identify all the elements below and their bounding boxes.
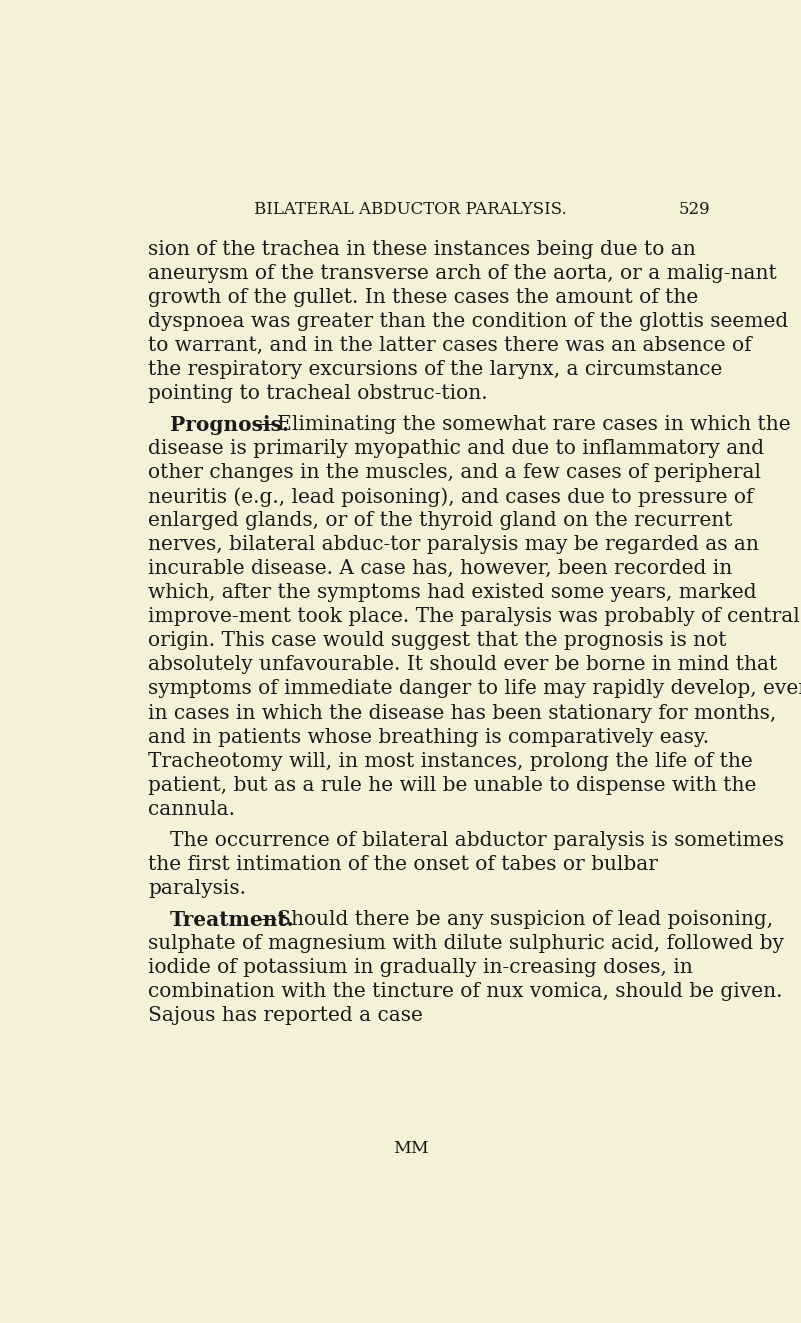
Text: patient, but as a rule he will be unable to dispense with the: patient, but as a rule he will be unable… xyxy=(148,775,757,795)
Text: sion of the trachea in these instances being due to an: sion of the trachea in these instances b… xyxy=(148,239,696,258)
Text: enlarged glands, or of the thyroid gland on the recurrent: enlarged glands, or of the thyroid gland… xyxy=(148,511,733,531)
Text: which, after the symptoms had existed some years, marked: which, after the symptoms had existed so… xyxy=(148,583,757,602)
Text: —Should there be any suspicion of lead poisoning,: —Should there be any suspicion of lead p… xyxy=(257,910,774,929)
Text: combination with the tincture of nux vomica, should be given.: combination with the tincture of nux vom… xyxy=(148,982,783,1002)
Text: the respiratory excursions of the larynx, a circumstance: the respiratory excursions of the larynx… xyxy=(148,360,723,378)
Text: and in patients whose breathing is comparatively easy.: and in patients whose breathing is compa… xyxy=(148,728,710,746)
Text: cannula.: cannula. xyxy=(148,799,235,819)
Text: the first intimation of the onset of tabes or bulbar: the first intimation of the onset of tab… xyxy=(148,855,658,875)
Text: in cases in which the disease has been stationary for months,: in cases in which the disease has been s… xyxy=(148,704,776,722)
Text: Treatment.: Treatment. xyxy=(170,910,295,930)
Text: symptoms of immediate danger to life may rapidly develop, even: symptoms of immediate danger to life may… xyxy=(148,680,801,699)
Text: pointing to tracheal obstruc-tion.: pointing to tracheal obstruc-tion. xyxy=(148,384,488,402)
Text: incurable disease. A case has, however, been recorded in: incurable disease. A case has, however, … xyxy=(148,560,732,578)
Text: neuritis (e.g., lead poisoning), and cases due to pressure of: neuritis (e.g., lead poisoning), and cas… xyxy=(148,487,754,507)
Text: to warrant, and in the latter cases there was an absence of: to warrant, and in the latter cases ther… xyxy=(148,336,752,355)
Text: 529: 529 xyxy=(679,201,710,218)
Text: improve-ment took place. The paralysis was probably of central: improve-ment took place. The paralysis w… xyxy=(148,607,800,626)
Text: iodide of potassium in gradually in-creasing doses, in: iodide of potassium in gradually in-crea… xyxy=(148,958,693,978)
Text: Tracheotomy will, in most instances, prolong the life of the: Tracheotomy will, in most instances, pro… xyxy=(148,751,753,770)
Text: absolutely unfavourable. It should ever be borne in mind that: absolutely unfavourable. It should ever … xyxy=(148,655,778,675)
Text: nerves, bilateral abduc-tor paralysis may be regarded as an: nerves, bilateral abduc-tor paralysis ma… xyxy=(148,536,759,554)
Text: sulphate of magnesium with dilute sulphuric acid, followed by: sulphate of magnesium with dilute sulphu… xyxy=(148,934,784,954)
Text: disease is primarily myopathic and due to inflammatory and: disease is primarily myopathic and due t… xyxy=(148,439,764,458)
Text: BILATERAL ABDUCTOR PARALYSIS.: BILATERAL ABDUCTOR PARALYSIS. xyxy=(254,201,567,218)
Text: other changes in the muscles, and a few cases of peripheral: other changes in the muscles, and a few … xyxy=(148,463,761,482)
Text: Prognosis.: Prognosis. xyxy=(170,415,289,435)
Text: aneurysm of the transverse arch of the aorta, or a malig-nant: aneurysm of the transverse arch of the a… xyxy=(148,263,777,283)
Text: origin. This case would suggest that the prognosis is not: origin. This case would suggest that the… xyxy=(148,631,727,651)
Text: —Eliminating the somewhat rare cases in which the: —Eliminating the somewhat rare cases in … xyxy=(257,415,791,434)
Text: The occurrence of bilateral abductor paralysis is sometimes: The occurrence of bilateral abductor par… xyxy=(170,831,783,849)
Text: Sajous has reported a case: Sajous has reported a case xyxy=(148,1007,423,1025)
Text: paralysis.: paralysis. xyxy=(148,878,246,898)
Text: dyspnoea was greater than the condition of the glottis seemed: dyspnoea was greater than the condition … xyxy=(148,312,788,331)
Text: growth of the gullet. In these cases the amount of the: growth of the gullet. In these cases the… xyxy=(148,287,698,307)
Text: MM: MM xyxy=(392,1140,429,1158)
